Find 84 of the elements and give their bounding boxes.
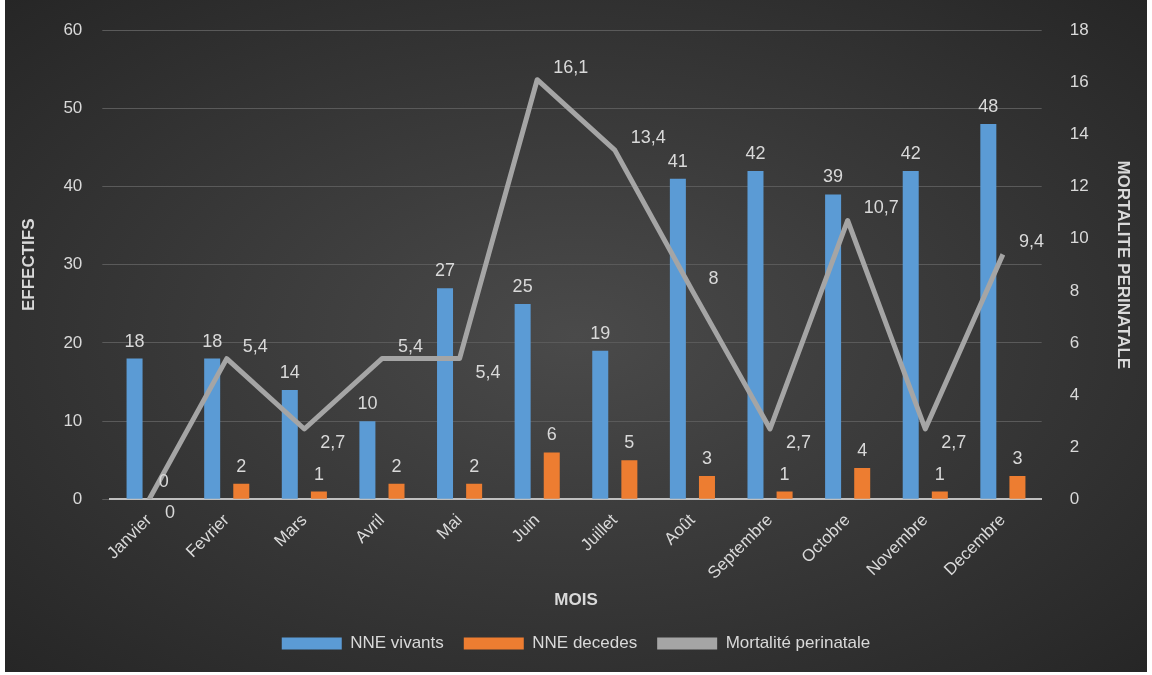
bar — [592, 350, 609, 499]
legend-label: NNE vivants — [350, 633, 444, 653]
data-label: 27 — [435, 260, 456, 281]
y2-tick-label: 12 — [1069, 176, 1089, 196]
x-tick-label: Mai — [432, 510, 466, 544]
data-label: 3 — [701, 447, 712, 468]
data-label: 5 — [624, 432, 635, 453]
y2-axis-title: MORTALITE PERINATALE — [1114, 160, 1134, 370]
bar — [931, 491, 948, 499]
data-label: 9,4 — [1018, 231, 1044, 252]
data-label: 3 — [1012, 447, 1023, 468]
data-label: 4 — [857, 440, 868, 461]
y-axis-title: EFFECTIFS — [18, 218, 38, 312]
legend-label: NNE decedes — [532, 633, 638, 653]
bar — [437, 288, 454, 499]
y2-tick-label: 14 — [1069, 124, 1089, 144]
y-tick-label: 40 — [63, 176, 83, 196]
data-label: 1 — [779, 463, 790, 484]
bar — [359, 421, 376, 499]
data-label: 10 — [357, 393, 378, 414]
data-label: 25 — [512, 275, 533, 296]
data-label: 2 — [469, 455, 480, 476]
bar — [902, 170, 919, 499]
y2-tick-label: 4 — [1069, 384, 1080, 404]
data-label: 14 — [279, 361, 300, 382]
x-axis-title: MOIS — [554, 590, 598, 610]
bar — [543, 452, 560, 499]
y2-tick-label: 2 — [1069, 436, 1080, 456]
data-label: 5,4 — [397, 335, 423, 356]
bar — [621, 460, 638, 499]
data-label: 2 — [236, 455, 247, 476]
bar — [980, 124, 997, 499]
y2-tick-label: 18 — [1069, 19, 1089, 39]
y-tick-label: 50 — [63, 98, 83, 118]
data-label: 2,7 — [320, 431, 346, 452]
data-label: 42 — [900, 142, 921, 163]
y-tick-label: 30 — [63, 254, 83, 274]
bar — [310, 491, 327, 499]
y-tick-label: 0 — [72, 489, 83, 509]
data-label: 5,4 — [242, 335, 268, 356]
bar — [854, 468, 871, 499]
data-label: 0 — [158, 471, 169, 492]
bar — [825, 194, 842, 499]
data-label: 19 — [590, 322, 611, 343]
data-label: 42 — [745, 142, 766, 163]
data-label: 18 — [202, 330, 223, 351]
y2-tick-label: 16 — [1069, 72, 1089, 92]
bar — [126, 358, 143, 499]
bar — [669, 178, 686, 499]
data-label: 5,4 — [475, 361, 501, 382]
data-label: 8 — [708, 267, 719, 288]
data-label: 16,1 — [553, 56, 589, 77]
legend-label: Mortalité perinatale — [725, 633, 871, 653]
data-label: 18 — [124, 330, 145, 351]
y-tick-label: 20 — [63, 332, 83, 352]
bar — [281, 389, 298, 499]
data-label: 2,7 — [786, 431, 812, 452]
y-tick-label: 10 — [63, 410, 83, 430]
bar — [514, 303, 531, 499]
data-label: 2 — [391, 455, 402, 476]
y2-tick-label: 8 — [1069, 280, 1080, 300]
y2-tick-label: 10 — [1069, 228, 1089, 248]
bar — [233, 483, 250, 499]
data-label: 41 — [667, 150, 688, 171]
y-tick-label: 60 — [63, 19, 83, 39]
bar — [1009, 475, 1026, 499]
y2-tick-label: 6 — [1069, 332, 1080, 352]
bar — [204, 358, 221, 499]
x-tick-label: Juin — [507, 510, 544, 546]
data-label: 10,7 — [863, 197, 899, 218]
data-label: 1 — [934, 463, 945, 484]
bar — [388, 483, 405, 499]
data-label: 1 — [313, 463, 324, 484]
bar — [698, 475, 715, 499]
data-label: 39 — [823, 166, 844, 187]
bar — [747, 170, 764, 499]
data-label: 2,7 — [941, 431, 967, 452]
data-label: 48 — [978, 96, 999, 116]
bar — [776, 491, 793, 499]
data-label: 13,4 — [630, 127, 666, 148]
data-label: 0 — [165, 502, 176, 523]
bar — [466, 483, 483, 499]
data-label: 6 — [546, 424, 557, 445]
y2-tick-label: 0 — [1069, 489, 1080, 509]
